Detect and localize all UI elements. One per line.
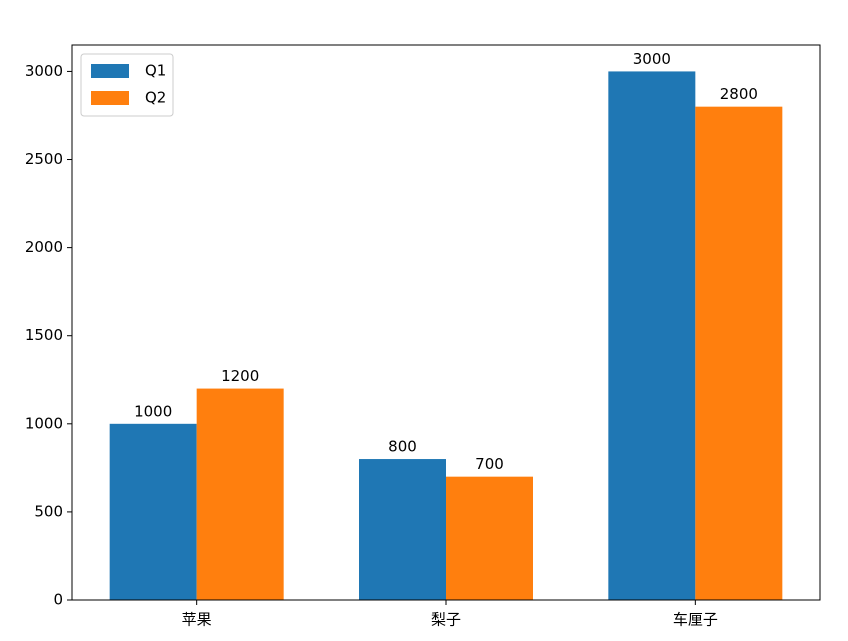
axes-frame (71, 44, 821, 601)
data-label: 1200 (221, 367, 259, 385)
y-tick-label: 1500 (25, 326, 63, 344)
bar (446, 476, 533, 600)
bar (608, 71, 696, 600)
y-tick-label: 2000 (25, 238, 63, 256)
legend-swatch (91, 64, 129, 78)
legend-label: Q1 (145, 62, 166, 80)
bar (109, 423, 197, 600)
y-tick-label: 0 (53, 591, 63, 609)
y-tick-label: 500 (34, 502, 63, 520)
bar (695, 106, 783, 601)
data-label: 3000 (633, 50, 671, 68)
data-label: 2800 (720, 85, 758, 103)
data-label: 800 (388, 438, 417, 456)
y-tick-label: 2500 (25, 150, 63, 168)
data-label: 1000 (134, 402, 172, 420)
y-tick-label: 3000 (25, 62, 63, 80)
y-tick-label: 1000 (25, 414, 63, 432)
legend-swatch (91, 91, 129, 105)
x-tick-label: 车厘子 (673, 611, 718, 629)
data-label: 700 (475, 455, 504, 473)
bar (196, 388, 284, 600)
legend-label: Q2 (145, 89, 166, 107)
x-tick-label: 梨子 (431, 611, 461, 629)
bar (359, 459, 446, 600)
x-tick-label: 苹果 (182, 611, 212, 629)
